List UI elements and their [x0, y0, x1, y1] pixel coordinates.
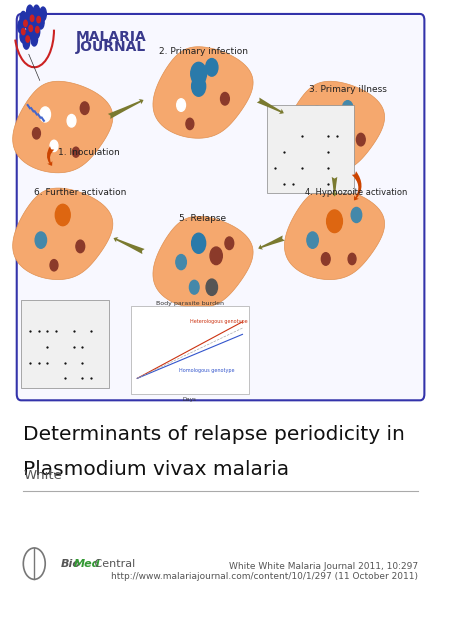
Circle shape [35, 232, 46, 248]
Ellipse shape [24, 20, 27, 27]
Text: 2. Primary infection: 2. Primary infection [158, 47, 247, 56]
Text: 6. Further activation: 6. Further activation [34, 189, 127, 198]
Ellipse shape [18, 20, 24, 33]
Circle shape [50, 259, 58, 271]
Circle shape [348, 253, 356, 264]
Circle shape [191, 76, 206, 97]
Text: JOURNAL: JOURNAL [76, 40, 146, 54]
Ellipse shape [26, 36, 29, 42]
PathPatch shape [153, 216, 253, 308]
Text: 5. Relapse: 5. Relapse [180, 214, 227, 223]
Text: Homologous genotype: Homologous genotype [179, 368, 235, 373]
Ellipse shape [20, 29, 27, 43]
Circle shape [206, 59, 218, 76]
Circle shape [327, 210, 342, 233]
FancyBboxPatch shape [21, 300, 109, 387]
Circle shape [321, 252, 330, 265]
Ellipse shape [24, 15, 31, 29]
FancyBboxPatch shape [266, 105, 354, 193]
Ellipse shape [30, 15, 34, 21]
Circle shape [351, 208, 362, 223]
Text: Bio: Bio [61, 558, 81, 569]
Circle shape [300, 134, 308, 145]
FancyBboxPatch shape [131, 306, 249, 394]
Circle shape [210, 247, 222, 264]
Text: Determinants of relapse periodicity in: Determinants of relapse periodicity in [23, 425, 405, 444]
Text: Days: Days [183, 397, 197, 402]
FancyBboxPatch shape [17, 14, 424, 400]
Circle shape [177, 99, 185, 111]
Text: 4. Hypnozoite activation: 4. Hypnozoite activation [305, 189, 408, 198]
Circle shape [307, 232, 319, 248]
Circle shape [80, 102, 89, 114]
Circle shape [342, 101, 353, 115]
Text: Med: Med [74, 558, 100, 569]
Ellipse shape [40, 7, 46, 21]
Circle shape [55, 204, 70, 226]
Text: White White Malaria Journal 2011, 10:297: White White Malaria Journal 2011, 10:297 [228, 562, 418, 571]
Ellipse shape [21, 28, 25, 35]
Ellipse shape [31, 32, 37, 46]
Circle shape [186, 118, 194, 129]
Circle shape [339, 153, 347, 164]
PathPatch shape [284, 81, 384, 173]
Circle shape [311, 106, 323, 122]
Ellipse shape [20, 11, 27, 25]
Ellipse shape [33, 25, 40, 38]
Text: http://www.malariajournal.com/content/10/1/297 (11 October 2011): http://www.malariajournal.com/content/10… [111, 572, 418, 581]
Text: MALARIA: MALARIA [76, 30, 146, 44]
Circle shape [76, 240, 85, 252]
Circle shape [33, 127, 40, 139]
Text: Central: Central [91, 558, 136, 569]
Circle shape [206, 279, 218, 295]
PathPatch shape [13, 81, 113, 173]
Text: 1. Inoculation: 1. Inoculation [58, 148, 120, 156]
Circle shape [190, 280, 199, 294]
Ellipse shape [27, 5, 33, 19]
Ellipse shape [36, 27, 39, 33]
Circle shape [225, 237, 234, 249]
Circle shape [40, 107, 51, 122]
Text: Plasmodium vivax malaria: Plasmodium vivax malaria [23, 460, 290, 479]
Circle shape [73, 147, 80, 157]
Ellipse shape [37, 16, 40, 23]
Circle shape [67, 114, 76, 127]
Text: Heterologous genotype: Heterologous genotype [190, 319, 247, 324]
Ellipse shape [23, 35, 30, 49]
PathPatch shape [13, 188, 113, 280]
Ellipse shape [33, 5, 40, 19]
Circle shape [191, 62, 207, 85]
Circle shape [50, 140, 58, 151]
PathPatch shape [284, 188, 384, 280]
Circle shape [191, 233, 206, 253]
Text: White: White [23, 469, 62, 482]
PathPatch shape [153, 47, 253, 138]
Circle shape [321, 133, 330, 146]
Text: 3. Primary illness: 3. Primary illness [309, 85, 387, 94]
Circle shape [176, 254, 186, 269]
Circle shape [356, 133, 365, 146]
Text: Body parasite burden: Body parasite burden [156, 301, 224, 306]
Circle shape [220, 93, 229, 105]
Ellipse shape [27, 25, 33, 39]
Ellipse shape [29, 25, 33, 32]
Ellipse shape [37, 15, 44, 29]
Ellipse shape [31, 13, 37, 27]
